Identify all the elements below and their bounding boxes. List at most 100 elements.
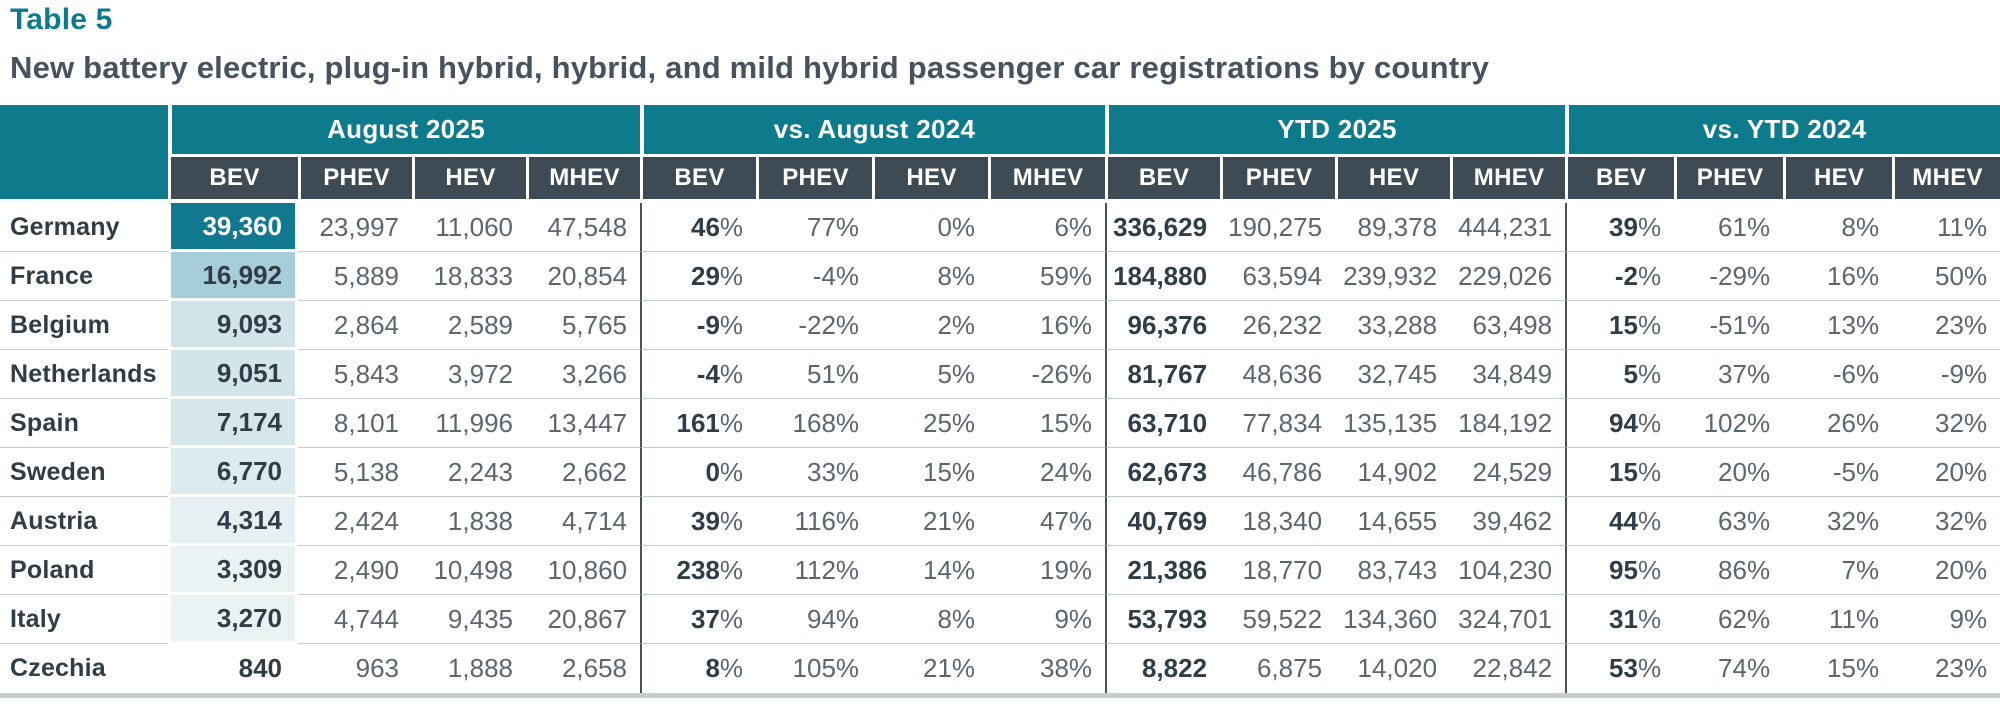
data-cell: 2,864: [298, 301, 412, 350]
data-cell: 39%: [1565, 203, 1675, 252]
col-header-hev-g4: HEV: [1783, 157, 1893, 203]
data-cell: 20,854: [526, 252, 641, 301]
data-cell: -5%: [1783, 448, 1893, 497]
data-cell: 94%: [756, 595, 873, 644]
data-cell: 83,743: [1335, 546, 1451, 595]
data-cell: 63,498: [1450, 301, 1566, 350]
data-cell: 104,230: [1450, 546, 1566, 595]
data-cell: 59%: [988, 252, 1106, 301]
data-cell: 89,378: [1335, 203, 1451, 252]
data-cell: 184,880: [1105, 252, 1221, 301]
data-cell: 51%: [756, 350, 873, 399]
data-cell: -26%: [988, 350, 1106, 399]
data-cell: -4%: [756, 252, 873, 301]
data-cell: 40,769: [1105, 497, 1221, 546]
data-cell: 963: [355, 653, 399, 683]
group-header-august-2025: August 2025: [168, 105, 641, 157]
data-cell: 29%: [640, 252, 757, 301]
data-cell: 15%: [988, 399, 1106, 448]
data-cell: 13,447: [526, 399, 641, 448]
table-row-france: France 16,992 5,889 18,833 20,854 29% -4% 8% 59%…: [0, 252, 2000, 301]
table-header: August 2025 vs. August 2024 YTD 2025 vs.…: [0, 105, 2000, 203]
col-header-bev-g2: BEV: [640, 157, 757, 203]
data-cell: 20%: [1892, 546, 2000, 595]
table-number: Table 5: [10, 3, 113, 36]
data-cell: 23%: [1892, 301, 2000, 350]
table-row-italy: Italy 3,270 4,744 9,435 20,867 37% 94% 8% 9% 53,7…: [0, 595, 2000, 644]
data-cell: 39,360: [168, 203, 298, 252]
data-cell: 9%: [1892, 595, 2000, 644]
data-cell: 63,710: [1105, 399, 1221, 448]
data-cell: 9%: [988, 595, 1106, 644]
data-cell: 37%: [1674, 350, 1784, 399]
data-cell: 10,498: [412, 546, 526, 595]
data-cell: 2%: [872, 301, 989, 350]
data-cell: 59,522: [1220, 595, 1336, 644]
data-cell: 13%: [1783, 301, 1893, 350]
table-row-poland: Poland 3,309 2,490 10,498 10,860 238% 112% 14% 1…: [0, 546, 2000, 595]
country-label: Sweden: [0, 448, 168, 497]
data-cell: 5,765: [526, 301, 641, 350]
data-cell: 95%: [1565, 546, 1675, 595]
data-cell: 2,589: [412, 301, 526, 350]
country-label: Czechia: [10, 654, 106, 682]
col-header-phev-g1: PHEV: [298, 157, 412, 203]
data-cell: 19%: [988, 546, 1106, 595]
data-cell: -2%: [1565, 252, 1675, 301]
data-cell: 16%: [1783, 252, 1893, 301]
country-label: Spain: [0, 399, 168, 448]
data-cell: 8%: [872, 252, 989, 301]
table-row-spain: Spain 7,174 8,101 11,996 13,447 161% 168% 25% 15…: [0, 399, 2000, 448]
data-cell: 24%: [988, 448, 1106, 497]
data-cell: 44%: [1565, 497, 1675, 546]
data-cell: 0%: [640, 448, 757, 497]
data-cell: 9,435: [412, 595, 526, 644]
data-cell: 61%: [1674, 203, 1784, 252]
data-cell: 24,529: [1450, 448, 1566, 497]
data-cell: -9%: [640, 301, 757, 350]
table-row-belgium: Belgium 9,093 2,864 2,589 5,765 -9% -22% 2% 16% 9…: [0, 301, 2000, 350]
data-cell: -29%: [1674, 252, 1784, 301]
data-cell: 161%: [640, 399, 757, 448]
table-body: Germany 39,360 23,997 11,060 47,548 46% 77% 0% 6…: [0, 203, 2000, 693]
data-cell: 7,174: [168, 399, 298, 448]
table-container: August 2025 vs. August 2024 YTD 2025 vs.…: [0, 105, 2000, 698]
group-header-vs-august-2024: vs. August 2024: [640, 105, 1106, 157]
data-cell: 2,243: [412, 448, 526, 497]
data-cell: -51%: [1674, 301, 1784, 350]
data-cell: 3,270: [168, 595, 298, 644]
data-cell: 8,101: [298, 399, 412, 448]
group-header-vs-ytd-2024: vs. YTD 2024: [1565, 105, 2000, 157]
country-label: Italy: [0, 595, 168, 644]
data-cell: 4,744: [298, 595, 412, 644]
country-label: Netherlands: [0, 350, 168, 399]
data-cell: 62%: [1674, 595, 1784, 644]
powertrain-header-row: BEV PHEV HEV MHEV BEV PHEV HEV MHEV BEV PHEV HEV MH…: [0, 157, 2000, 203]
data-cell: 3,309: [168, 546, 298, 595]
data-cell: 2,658: [561, 653, 628, 683]
data-cell: 1,838: [412, 497, 526, 546]
data-cell: 15%: [1827, 653, 1880, 683]
country-label: Belgium: [0, 301, 168, 350]
data-cell: 26%: [1783, 399, 1893, 448]
data-cell: 46%: [640, 203, 757, 252]
data-cell: 86%: [1674, 546, 1784, 595]
data-cell: 39%: [640, 497, 757, 546]
data-cell: 444,231: [1450, 203, 1566, 252]
data-cell: 6%: [988, 203, 1106, 252]
data-cell: 47%: [988, 497, 1106, 546]
data-cell: 22,842: [1472, 653, 1553, 683]
data-cell: 32%: [1783, 497, 1893, 546]
data-cell: 168%: [756, 399, 873, 448]
data-cell: 5%: [1565, 350, 1675, 399]
data-cell: 336,629: [1105, 203, 1221, 252]
data-cell: 11,060: [412, 203, 526, 252]
data-cell: 50%: [1892, 252, 2000, 301]
data-cell: 5,843: [298, 350, 412, 399]
data-cell: 18,833: [412, 252, 526, 301]
data-cell: 53,793: [1105, 595, 1221, 644]
col-header-mhev-g1: MHEV: [526, 157, 641, 203]
data-cell: 94%: [1565, 399, 1675, 448]
col-header-hev-g1: HEV: [412, 157, 526, 203]
